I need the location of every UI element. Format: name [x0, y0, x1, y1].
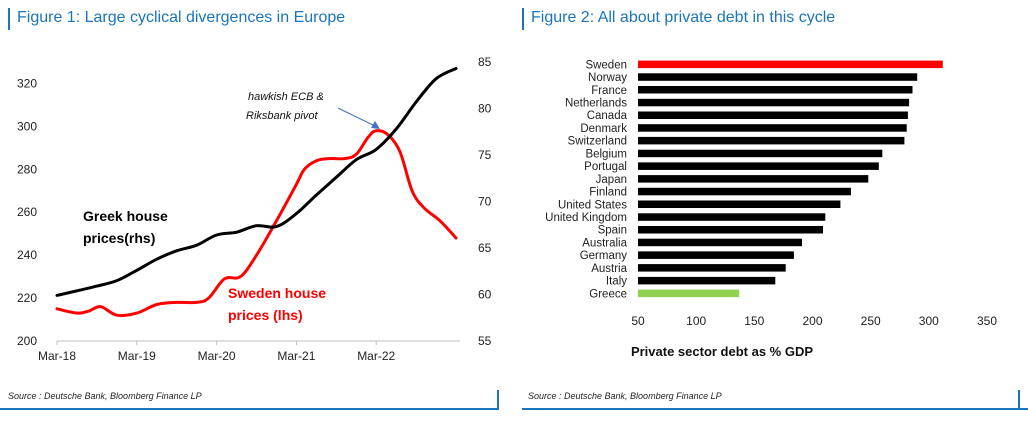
bar [638, 289, 740, 298]
category-label: Italy [606, 276, 627, 288]
figure1-axes: 200 220 240 260 280 300 320 55 60 65 70 75 80 85 Mar-1… [17, 55, 492, 363]
bar [638, 238, 802, 247]
right-axis-tick-label: 75 [478, 148, 492, 162]
x-axis-tick-label: Mar-18 [38, 349, 76, 363]
left-axis-tick-label: 320 [17, 76, 37, 90]
right-axis-tick-label: 85 [478, 55, 492, 69]
category-label: Denmark [580, 123, 627, 135]
pivot-arrow-head [371, 121, 380, 129]
x-axis-tick-label: 350 [977, 314, 997, 328]
figure2-panel: Figure 2: All about private debt in this… [514, 0, 1028, 422]
bar [638, 86, 913, 94]
x-axis-tick-label: 150 [744, 314, 764, 328]
category-label: Sweden [585, 59, 627, 71]
bar [638, 162, 879, 170]
left-axis-tick-label: 280 [17, 162, 37, 176]
figure2-title-bar: Figure 2: All about private debt in this… [522, 8, 835, 30]
right-axis-tick-label: 70 [478, 195, 492, 209]
bar [638, 73, 918, 81]
x-axis-tick-label: 200 [802, 314, 822, 328]
left-axis-tick-label: 220 [17, 291, 37, 305]
category-label: United States [558, 199, 627, 211]
right-axis-tick-label: 60 [478, 288, 492, 302]
category-label: Canada [587, 110, 628, 122]
left-axis-tick-label: 200 [17, 334, 37, 348]
bar [638, 251, 794, 259]
sweden-annotation-line1: Sweden house [228, 285, 326, 301]
left-axis-tick-label: 260 [17, 205, 37, 219]
category-label: Netherlands [565, 98, 627, 110]
left-axis-tick-label: 240 [17, 248, 37, 262]
figure1-title-bar: Figure 1: Large cyclical divergences in … [8, 8, 345, 30]
category-label: Norway [588, 72, 627, 84]
sweden-annotation-line2: prices (lhs) [228, 307, 303, 323]
figure1-right-rule [497, 390, 499, 410]
right-axis-tick-label: 80 [478, 102, 492, 116]
greek-house-prices-line [55, 67, 458, 297]
category-label: Austria [591, 263, 627, 275]
category-label: Finland [589, 187, 627, 199]
x-axis-tick-label: Mar-19 [118, 349, 156, 363]
category-label: Portugal [584, 161, 627, 173]
bar [638, 187, 851, 196]
category-label: Switzerland [568, 136, 627, 148]
figure1-bottom-rule [0, 408, 499, 410]
left-axis-tick-label: 300 [17, 119, 37, 133]
pivot-arrow-line [337, 107, 376, 127]
figure1-title: Figure 1: Large cyclical divergences in … [17, 9, 346, 26]
bar [638, 98, 910, 107]
bar [638, 264, 786, 272]
figure1-chart: 200 220 240 260 280 300 320 55 60 65 70 75 80 85 Mar-1… [17, 55, 492, 363]
category-label: Greece [589, 288, 627, 300]
greek-annotation-line1: Greek house [83, 208, 168, 224]
right-axis-tick-label: 55 [478, 334, 492, 348]
figure2-title: Figure 2: All about private debt in this… [531, 9, 836, 26]
bar [638, 200, 841, 208]
bar [638, 226, 823, 234]
bar [638, 213, 826, 221]
figure1-panel: Figure 1: Large cyclical divergences in … [0, 8, 499, 410]
x-axis-tick-label: Mar-20 [198, 349, 236, 363]
pivot-annotation-line2: Riksbank pivot [246, 110, 318, 122]
x-axis-tick-label: 300 [919, 314, 939, 328]
figure2-x-axis-title: Private sector debt as % GDP [631, 344, 813, 359]
bar [638, 175, 869, 183]
x-axis-tick-label: 100 [686, 314, 706, 328]
right-axis-tick-label: 65 [478, 241, 492, 255]
greek-annotation-line2: prices(rhs) [83, 230, 155, 246]
x-axis-tick-label: Mar-22 [357, 349, 395, 363]
category-label: Australia [582, 237, 627, 249]
bar [638, 124, 907, 132]
bar [638, 149, 883, 158]
x-axis-tick-label: 50 [631, 314, 645, 328]
figure2-chart: Private sector debt as % GDP SwedenNorwa… [545, 59, 997, 359]
pivot-annotation-line1: hawkish ECB & [248, 91, 324, 103]
category-label: Germany [580, 250, 628, 262]
figure2-source: Source : Deutsche Bank, Bloomberg Financ… [528, 391, 722, 401]
figure2-bottom-rule [522, 408, 1028, 410]
figure1-source: Source : Deutsche Bank, Bloomberg Financ… [8, 391, 202, 401]
sweden-house-prices-line [55, 129, 458, 318]
bar [638, 111, 908, 119]
x-axis-tick-label: 250 [861, 314, 881, 328]
bar [638, 136, 905, 145]
category-label: Belgium [585, 148, 627, 160]
category-label: France [591, 85, 627, 97]
category-label: United Kingdom [545, 212, 627, 224]
bar [638, 60, 943, 69]
bar [638, 276, 776, 285]
x-axis-tick-label: Mar-21 [277, 349, 315, 363]
figure2-right-rule [1018, 390, 1020, 410]
category-label: Japan [596, 174, 627, 186]
category-label: Spain [598, 225, 627, 237]
